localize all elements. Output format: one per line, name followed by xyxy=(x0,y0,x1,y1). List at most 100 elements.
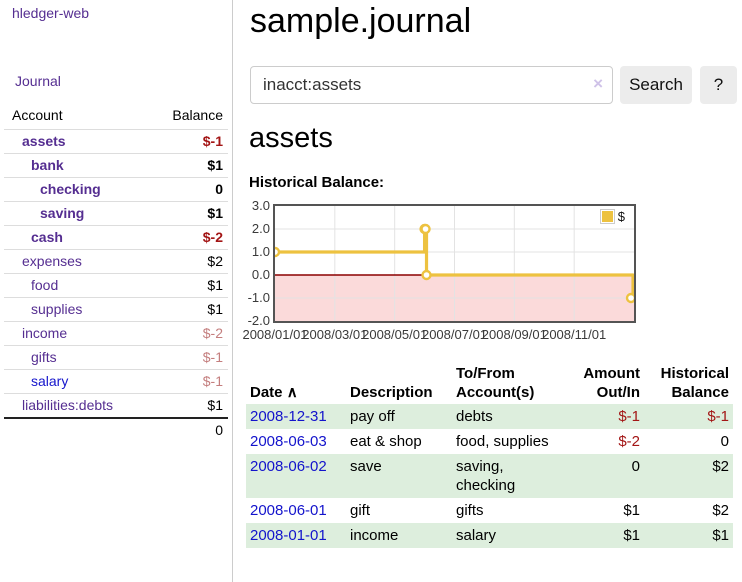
transaction-description: pay off xyxy=(346,404,452,429)
app-brand-link[interactable]: hledger-web xyxy=(12,5,90,21)
account-row: expenses $2 xyxy=(4,249,228,274)
x-tick-label: 2008/11/01 xyxy=(542,327,607,342)
account-link-bank[interactable]: bank xyxy=(31,157,64,173)
x-tick-label: 2008/01/01 xyxy=(242,327,308,342)
chart-canvas xyxy=(275,206,634,321)
account-row: supplies $1 xyxy=(4,297,228,322)
account-balance: $-2 xyxy=(147,321,228,346)
account-row: income $-2 xyxy=(4,321,228,346)
date-header-label: Date xyxy=(250,384,283,401)
accounts-header-balance: Balance xyxy=(172,107,223,123)
chart-legend: $ xyxy=(599,209,625,224)
account-balance: $-1 xyxy=(147,129,228,154)
transaction-description: income xyxy=(346,523,452,548)
transaction-description: eat & shop xyxy=(350,433,422,450)
account-row: gifts $-1 xyxy=(4,345,228,370)
search-form: × xyxy=(250,66,613,104)
legend-swatch-box xyxy=(599,209,615,224)
account-link-assets[interactable]: assets xyxy=(22,133,66,149)
accounts-header-account: Account xyxy=(12,107,63,123)
account-link-gifts[interactable]: gifts xyxy=(31,349,57,365)
transaction-description: gift xyxy=(350,502,371,519)
column-header-amount: Amount Out/In xyxy=(583,365,640,401)
x-tick-label: 2008/09/01 xyxy=(481,327,547,342)
search-input[interactable] xyxy=(250,66,613,104)
x-tick-label: 2008/07/01 xyxy=(421,327,488,342)
transaction-balance: $-1 xyxy=(644,404,733,429)
y-tick-label: 0.0 xyxy=(251,267,270,282)
y-tick-label: -2.0 xyxy=(247,313,270,328)
column-header-accounts: To/From Account(s) xyxy=(456,365,535,401)
account-row: salary $-1 xyxy=(4,369,228,394)
accounts-total-value: 0 xyxy=(147,417,228,442)
transaction-description: save xyxy=(346,454,452,498)
account-balance: $-2 xyxy=(147,225,228,250)
chart-title: Historical Balance: xyxy=(249,174,385,191)
transaction-accounts: salary xyxy=(452,523,564,548)
sidebar-item-journal[interactable]: Journal xyxy=(15,73,61,89)
y-tick-label: -1.0 xyxy=(247,290,270,305)
accounts-total-row: 0 xyxy=(4,417,228,442)
clear-search-icon[interactable]: × xyxy=(593,74,603,93)
account-balance: $-1 xyxy=(147,345,228,370)
column-header-description: Description xyxy=(350,384,433,401)
account-row: liabilities:debts $1 xyxy=(4,393,228,418)
transaction-accounts: debts xyxy=(452,404,564,429)
account-balance: $1 xyxy=(147,393,228,418)
transaction-balance: $2 xyxy=(712,502,729,519)
account-row: food $1 xyxy=(4,273,228,298)
y-tick-label: 3.0 xyxy=(251,198,270,213)
account-row: saving $1 xyxy=(4,201,228,226)
account-balance: $1 xyxy=(147,273,228,298)
transaction-row: 2008-06-01 gift gifts $1 $2 xyxy=(246,498,733,523)
plot-area: $ xyxy=(273,204,636,323)
transaction-amount: $-1 xyxy=(564,404,644,429)
account-balance: $1 xyxy=(147,297,228,322)
page-title: sample.journal xyxy=(250,2,472,40)
account-balance: $2 xyxy=(147,249,228,274)
transaction-balance: 0 xyxy=(720,433,729,450)
y-tick-label: 2.0 xyxy=(251,221,270,236)
column-header-balance: Historical Balance xyxy=(660,365,729,401)
account-link-saving[interactable]: saving xyxy=(40,205,85,221)
account-balance: 0 xyxy=(147,177,228,202)
transaction-accounts: saving, checking xyxy=(452,454,564,498)
transaction-balance: $1 xyxy=(644,523,733,548)
transaction-row: 2008-12-31 pay off debts $-1 $-1 xyxy=(246,404,733,429)
account-link-expenses[interactable]: expenses xyxy=(22,253,82,269)
search-button[interactable]: Search xyxy=(620,66,692,104)
accounts-balance-table: Account Balance assets $-1 bank $1 checking 0… xyxy=(4,102,228,442)
transactions-table: Date ∧ Description To/From Account(s) Am… xyxy=(246,362,733,548)
account-balance: $-1 xyxy=(147,369,228,394)
account-link-food[interactable]: food xyxy=(31,277,59,293)
account-row: checking 0 xyxy=(4,177,228,202)
transaction-date-link[interactable]: 2008-12-31 xyxy=(250,408,327,425)
transaction-row: 2008-06-03 eat & shop food, supplies $-2 0 xyxy=(246,429,733,454)
transaction-row: 2008-01-01 income salary $1 $1 xyxy=(246,523,733,548)
account-link-cash[interactable]: cash xyxy=(31,229,63,245)
transactions-header-row: Date ∧ Description To/From Account(s) Am… xyxy=(246,362,733,404)
account-link-income[interactable]: income xyxy=(22,325,68,341)
y-tick-label: 1.0 xyxy=(251,244,270,259)
account-link-salary[interactable]: salary xyxy=(31,373,69,389)
account-link-liabilities-debts[interactable]: liabilities:debts xyxy=(22,397,114,413)
legend-label: $ xyxy=(617,209,625,224)
account-row: cash $-2 xyxy=(4,225,228,250)
legend-color-swatch xyxy=(601,211,613,222)
transaction-row: 2008-06-02 save saving, checking 0 $2 xyxy=(246,454,733,498)
account-row: assets $-1 xyxy=(4,129,228,154)
x-tick-label: 2008/05/01 xyxy=(362,327,428,342)
transaction-date-link[interactable]: 2008-01-01 xyxy=(250,527,327,544)
help-button[interactable]: ? xyxy=(700,66,737,104)
column-header-date[interactable]: Date ∧ xyxy=(246,362,346,404)
account-link-checking[interactable]: checking xyxy=(40,181,101,197)
transaction-amount: 0 xyxy=(564,454,644,498)
sidebar: hledger-web Journal Account Balance asse… xyxy=(0,0,233,582)
transaction-date-link[interactable]: 2008-06-01 xyxy=(250,502,327,519)
transaction-amount: $-2 xyxy=(618,433,640,450)
account-link-supplies[interactable]: supplies xyxy=(31,301,83,317)
sort-ascending-icon: ∧ xyxy=(286,384,298,401)
transaction-date-link[interactable]: 2008-06-02 xyxy=(250,458,327,475)
x-tick-label: 2008/03/01 xyxy=(302,327,368,342)
transaction-date-link[interactable]: 2008-06-03 xyxy=(250,433,327,450)
